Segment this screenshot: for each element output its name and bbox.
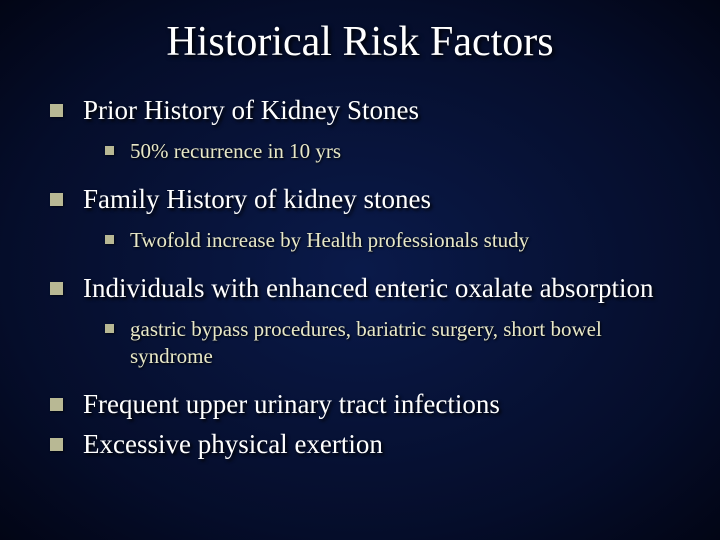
square-bullet-icon bbox=[50, 104, 63, 117]
sub-bullet-text: gastric bypass procedures, bariatric sur… bbox=[130, 316, 680, 371]
sub-bullet-text: Twofold increase by Health professionals… bbox=[130, 227, 529, 254]
bullet-level2: gastric bypass procedures, bariatric sur… bbox=[105, 316, 680, 371]
slide: Historical Risk Factors Prior History of… bbox=[0, 0, 720, 540]
slide-content: Prior History of Kidney Stones 50% recur… bbox=[40, 94, 680, 462]
square-bullet-icon bbox=[50, 193, 63, 206]
square-bullet-icon bbox=[105, 324, 114, 333]
sub-bullet-text: 50% recurrence in 10 yrs bbox=[130, 138, 341, 165]
square-bullet-icon bbox=[105, 146, 114, 155]
bullet-level2: Twofold increase by Health professionals… bbox=[105, 227, 680, 254]
square-bullet-icon bbox=[105, 235, 114, 244]
square-bullet-icon bbox=[50, 438, 63, 451]
bullet-text: Excessive physical exertion bbox=[83, 428, 383, 462]
bullet-text: Individuals with enhanced enteric oxalat… bbox=[83, 272, 654, 306]
slide-title: Historical Risk Factors bbox=[40, 18, 680, 66]
square-bullet-icon bbox=[50, 398, 63, 411]
bullet-level1: Individuals with enhanced enteric oxalat… bbox=[50, 272, 680, 306]
bullet-level1: Family History of kidney stones bbox=[50, 183, 680, 217]
bullet-level1: Prior History of Kidney Stones bbox=[50, 94, 680, 128]
bullet-level1: Frequent upper urinary tract infections bbox=[50, 388, 680, 422]
bullet-level2: 50% recurrence in 10 yrs bbox=[105, 138, 680, 165]
square-bullet-icon bbox=[50, 282, 63, 295]
bullet-text: Family History of kidney stones bbox=[83, 183, 431, 217]
bullet-text: Frequent upper urinary tract infections bbox=[83, 388, 500, 422]
bullet-level1: Excessive physical exertion bbox=[50, 428, 680, 462]
bullet-text: Prior History of Kidney Stones bbox=[83, 94, 419, 128]
